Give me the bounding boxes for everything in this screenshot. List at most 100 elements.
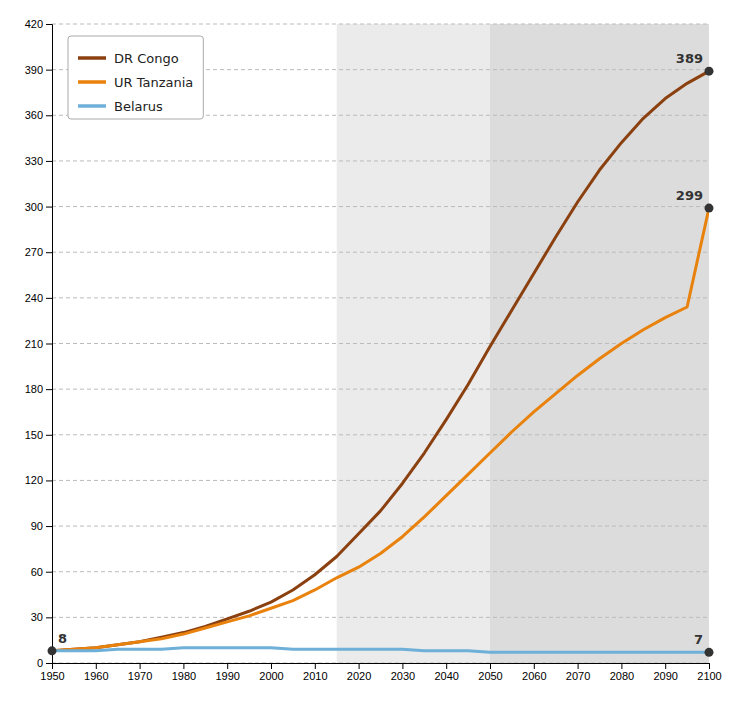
annotation-label: 299 — [676, 188, 703, 203]
chart: 1950 1960 1970 1980 1990 2000 2010 2020 2030 2040… — [0, 0, 733, 707]
grid-line — [52, 480, 709, 481]
legend-label: DR Congo — [114, 51, 179, 66]
x-tick-label: 2050 — [478, 670, 502, 682]
y-tick: 60 — [31, 566, 52, 578]
legend-swatch — [78, 104, 106, 108]
x-tick: 2020 — [347, 663, 371, 682]
legend-swatch — [78, 80, 106, 84]
grid-line — [52, 24, 709, 25]
y-tick-label: 300 — [25, 201, 43, 213]
y-tick-label: 210 — [25, 338, 43, 350]
y-tick: 0 — [37, 657, 52, 669]
x-tick: 2070 — [566, 663, 590, 682]
y-tick: 210 — [25, 338, 52, 350]
series-line — [52, 71, 709, 651]
x-tick-label: 2100 — [697, 670, 721, 682]
x-tick-mark — [359, 663, 360, 669]
y-tick-label: 150 — [25, 429, 43, 441]
x-tick: 1980 — [172, 663, 196, 682]
annotation-marker — [705, 204, 714, 213]
grid-line — [52, 252, 709, 253]
x-tick-label: 2030 — [391, 670, 415, 682]
x-tick-label: 2040 — [434, 670, 458, 682]
y-tick: 300 — [25, 201, 52, 213]
x-tick-mark — [315, 663, 316, 669]
y-tick-mark — [46, 572, 52, 573]
legend-item: UR Tanzania — [78, 75, 193, 90]
y-tick: 390 — [25, 64, 52, 76]
x-tick: 1990 — [215, 663, 239, 682]
y-tick-label: 30 — [31, 611, 43, 623]
legend-label: Belarus — [114, 99, 163, 114]
x-tick-label: 1980 — [172, 670, 196, 682]
x-tick-mark — [621, 663, 622, 669]
y-tick: 150 — [25, 429, 52, 441]
y-tick-label: 390 — [25, 64, 43, 76]
y-tick-mark — [46, 298, 52, 299]
x-tick-label: 1960 — [84, 670, 108, 682]
x-axis-line — [53, 664, 710, 670]
y-tick-mark — [46, 252, 52, 253]
y-tick-label: 90 — [31, 520, 43, 532]
grid-line — [52, 206, 709, 207]
x-tick-mark — [446, 663, 447, 669]
y-tick-mark — [46, 480, 52, 481]
grid-line — [52, 571, 709, 572]
legend-swatch — [78, 56, 106, 60]
annotation-label: 7 — [694, 632, 703, 647]
y-tick: 30 — [31, 611, 52, 623]
series-line — [52, 208, 709, 651]
annotation-label: 8 — [58, 631, 67, 646]
x-tick-mark — [227, 663, 228, 669]
x-tick-mark — [140, 663, 141, 669]
y-tick-label: 120 — [25, 474, 43, 486]
x-tick: 2010 — [303, 663, 327, 682]
y-axis-line — [46, 25, 53, 664]
x-tick-mark — [96, 663, 97, 669]
y-tick: 270 — [25, 246, 52, 258]
x-tick: 2100 — [697, 663, 721, 682]
y-tick-mark — [46, 161, 52, 162]
y-tick-label: 360 — [25, 109, 43, 121]
x-tick-mark — [578, 663, 579, 669]
x-tick-label: 2080 — [610, 670, 634, 682]
y-tick-label: 270 — [25, 246, 43, 258]
y-tick: 420 — [25, 18, 52, 30]
y-tick-label: 60 — [31, 566, 43, 578]
legend-item: Belarus — [78, 99, 163, 114]
x-tick-mark — [490, 663, 491, 669]
annotations: 8 389 299 7 — [48, 51, 714, 657]
x-tick: 2030 — [391, 663, 415, 682]
x-tick-mark — [183, 663, 184, 669]
legend: DR Congo UR Tanzania Belarus — [68, 36, 203, 119]
y-tick-mark — [46, 435, 52, 436]
x-tick: 2000 — [259, 663, 283, 682]
grid-line — [52, 434, 709, 435]
y-tick-label: 240 — [25, 292, 43, 304]
x-tick-label: 1970 — [128, 670, 152, 682]
x-tick-mark — [709, 663, 710, 669]
y-tick-mark — [46, 389, 52, 390]
x-tick-label: 1950 — [40, 670, 64, 682]
grid — [52, 24, 709, 663]
x-tick: 1970 — [128, 663, 152, 682]
grid-line — [52, 343, 709, 344]
x-tick-label: 2020 — [347, 670, 371, 682]
y-tick-label: 0 — [37, 657, 43, 669]
annotation-label: 389 — [676, 51, 703, 66]
x-tick-label: 2060 — [522, 670, 546, 682]
x-tick: 2050 — [478, 663, 502, 682]
x-tick-label: 2090 — [653, 670, 677, 682]
x-tick-label: 2010 — [303, 670, 327, 682]
x-tick-label: 2070 — [566, 670, 590, 682]
y-tick-mark — [46, 70, 52, 71]
grid-line — [52, 160, 709, 161]
y-tick: 330 — [25, 155, 52, 167]
x-tick-mark — [665, 663, 666, 669]
plot: 1950 1960 1970 1980 1990 2000 2010 2020 2030 2040… — [25, 18, 722, 682]
y-axis: 0306090120150180210240270300330360390420 — [25, 18, 53, 669]
y-tick-mark — [46, 663, 52, 664]
y-tick-mark — [46, 617, 52, 618]
y-tick-mark — [46, 115, 52, 116]
annotation-marker — [48, 646, 57, 655]
